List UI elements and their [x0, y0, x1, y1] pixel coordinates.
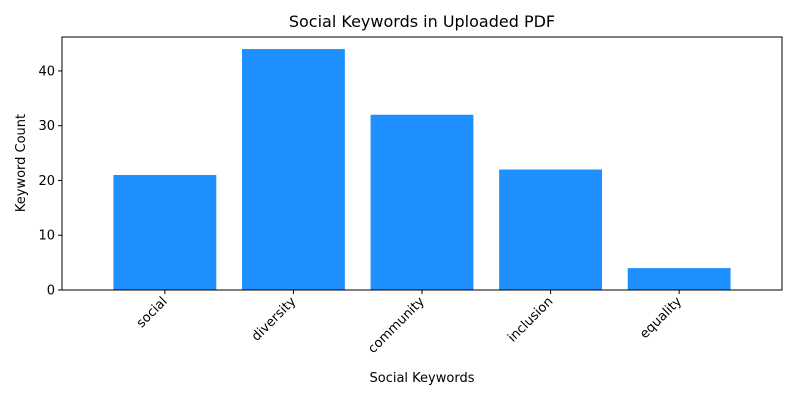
- bar-social: [113, 175, 217, 290]
- bar-diversity: [242, 49, 345, 290]
- y-tick-label: 30: [38, 119, 55, 134]
- bar-inclusion: [499, 169, 602, 290]
- y-axis: 0 10 20 30 40: [38, 64, 62, 299]
- x-tick-label: diversity: [249, 294, 299, 344]
- y-tick-label: 10: [38, 229, 55, 244]
- y-tick-label: 0: [47, 284, 55, 299]
- y-tick-label: 20: [38, 174, 55, 189]
- x-tick-label: inclusion: [505, 294, 556, 345]
- bar-community: [370, 114, 474, 290]
- chart-title: Social Keywords in Uploaded PDF: [289, 12, 555, 31]
- bar-equality: [627, 268, 731, 290]
- y-axis-label: Keyword Count: [14, 114, 29, 212]
- x-axis-label: Social Keywords: [370, 371, 475, 386]
- y-tick-label: 40: [38, 64, 55, 79]
- x-tick-label: equality: [637, 294, 685, 342]
- plot-area: [113, 49, 731, 290]
- x-tick-label: community: [365, 294, 428, 357]
- x-axis: social diversity community inclusion equalit…: [134, 290, 685, 357]
- x-tick-label: social: [134, 294, 171, 331]
